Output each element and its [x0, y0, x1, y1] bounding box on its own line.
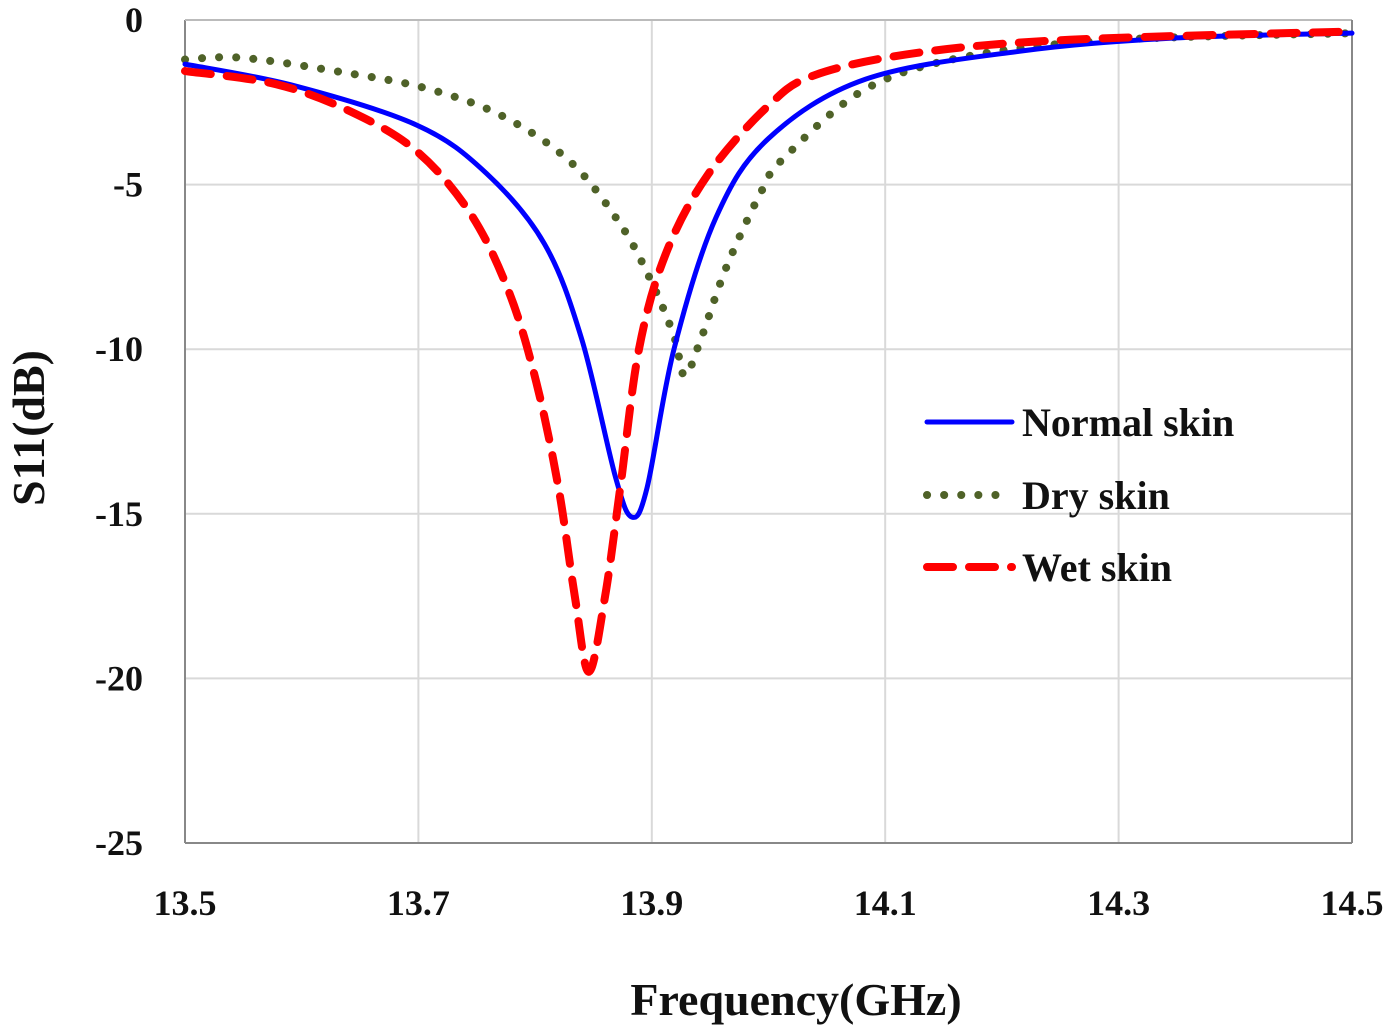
series-line-wet-skin — [181, 27, 1356, 676]
y-tick-label: -10 — [95, 329, 143, 369]
legend-label: Wet skin — [1022, 545, 1172, 590]
x-tick-labels: 13.5 13.7 13.9 14.1 14.3 14.5 — [154, 883, 1384, 923]
x-tick-label: 13.7 — [387, 883, 450, 923]
x-tick-label: 14.1 — [854, 883, 917, 923]
x-axis-title: Frequency(GHz) — [630, 974, 961, 1025]
legend: Normal skin Dry skin Wet skin — [923, 400, 1234, 590]
x-tick-label: 14.3 — [1087, 883, 1150, 923]
x-tick-label: 14.5 — [1321, 883, 1384, 923]
x-tick-label: 13.9 — [620, 883, 683, 923]
axes — [184, 19, 1353, 844]
legend-label: Dry skin — [1022, 473, 1170, 518]
y-tick-label: -20 — [95, 658, 143, 698]
series-line-dry-skin — [181, 29, 1356, 380]
y-tick-label: -25 — [95, 823, 143, 863]
series-line-normal-skin — [182, 30, 1355, 520]
y-axis-title: S11(dB) — [3, 350, 54, 506]
legend-label: Normal skin — [1022, 400, 1234, 445]
y-tick-label: -15 — [95, 494, 143, 534]
y-tick-label: -5 — [113, 165, 143, 205]
y-tick-labels: 0 -5 -10 -15 -20 -25 — [95, 0, 143, 863]
y-tick-label: 0 — [125, 0, 143, 40]
x-tick-label: 13.5 — [154, 883, 217, 923]
series-lines — [181, 27, 1356, 676]
